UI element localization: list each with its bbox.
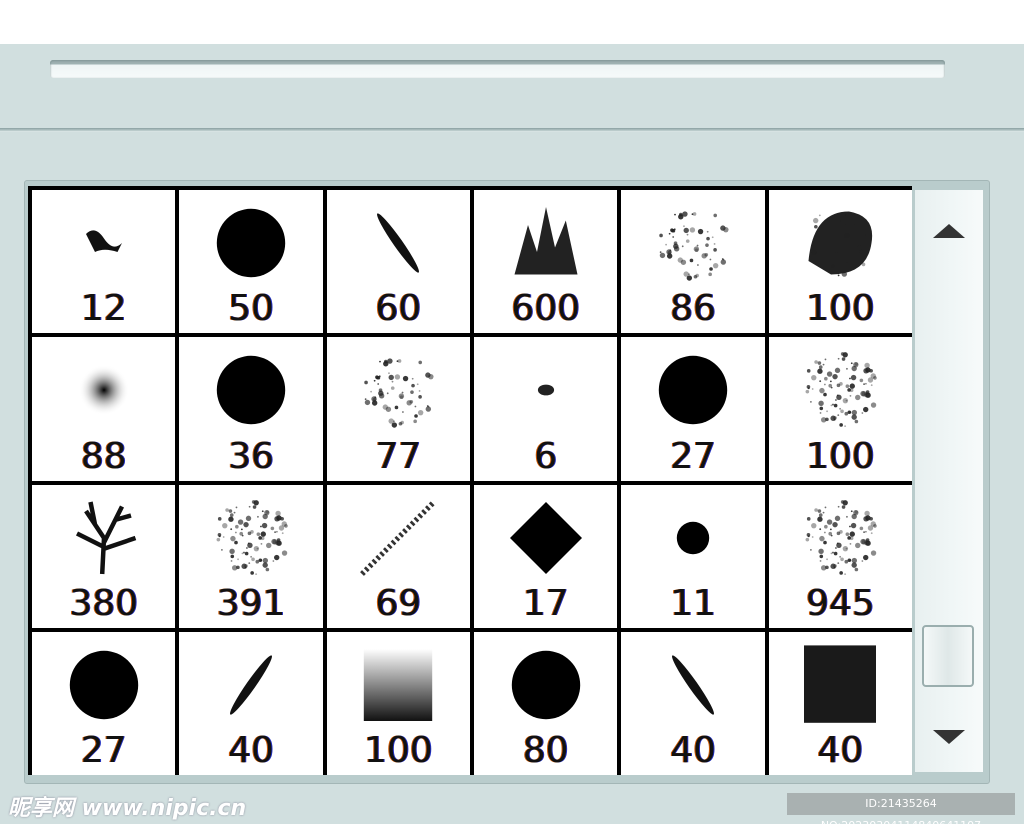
brush-tip-icon [377, 213, 420, 273]
brush-tip-icon [514, 207, 578, 275]
brush-preset[interactable]: 945 [768, 484, 912, 628]
brush-size: 80 [522, 730, 569, 771]
divider [0, 128, 1024, 132]
brush-size: 100 [805, 288, 875, 330]
watermark-id: ID:21435264 NO:20230304114840641107 [787, 793, 1015, 832]
brush-preset[interactable]: 27 [621, 337, 765, 481]
brush-tip-icon [804, 645, 877, 723]
brush-size: 600 [511, 288, 581, 330]
brush-preset[interactable]: 100 [326, 631, 470, 775]
brush-tip-icon [85, 230, 122, 252]
brush-size: 40 [670, 730, 716, 771]
brush-size: 945 [805, 582, 875, 624]
brush-preset[interactable]: 50 [179, 190, 323, 334]
brush-preset[interactable]: 88 [32, 337, 176, 481]
brush-tip-icon [658, 356, 728, 425]
brush-tip-icon [364, 648, 433, 721]
brush-size: 88 [80, 435, 127, 477]
brush-preset[interactable]: 12 [32, 190, 176, 334]
brush-tip-icon [509, 501, 582, 574]
brush-tip-icon [672, 655, 714, 715]
brush-tip-icon [75, 501, 136, 574]
brush-size: 27 [80, 730, 127, 771]
brush-preset[interactable]: 77 [326, 337, 470, 481]
brush-preset[interactable]: 40 [179, 631, 323, 775]
brush-preset[interactable]: 69 [326, 484, 470, 628]
brush-size: 86 [670, 288, 716, 330]
watermark: 昵享网 www.nipic.cn [8, 796, 247, 821]
brush-preset[interactable]: 11 [621, 484, 765, 628]
brush-size: 11 [670, 582, 716, 624]
brush-preset[interactable]: 100 [768, 190, 912, 334]
brush-tip-icon [805, 499, 878, 575]
arrow-down-icon[interactable] [933, 730, 965, 744]
brush-grid: 12 50 60 600 86 100 88 36 77 6 27 100 380 391 69 17 11 94… [28, 186, 912, 775]
scrollbar[interactable] [915, 190, 983, 772]
brush-tip-icon [230, 655, 272, 715]
brush-size: 391 [216, 582, 286, 624]
brush-tip-icon [808, 211, 873, 277]
brush-tip-icon [78, 365, 129, 416]
brush-size: 77 [375, 435, 422, 477]
brush-size: 50 [228, 288, 274, 330]
brush-tip-icon [511, 650, 580, 719]
scrollbar-thumb[interactable] [922, 625, 974, 687]
brush-size: 6 [534, 435, 558, 477]
brush-tip-icon [216, 356, 286, 425]
brush-tip-icon [364, 358, 434, 428]
size-slider[interactable] [50, 60, 945, 78]
brush-preset[interactable]: 100 [768, 337, 912, 481]
brush-size: 27 [670, 435, 716, 477]
brush-preset[interactable]: 600 [473, 190, 618, 334]
brush-preset[interactable]: 17 [473, 484, 618, 628]
brush-size: 17 [522, 582, 569, 624]
brush-tip-icon [537, 384, 554, 396]
brush-size: 40 [228, 730, 274, 771]
brush-tip-icon [216, 208, 286, 278]
brush-preset[interactable]: 60 [326, 190, 470, 334]
brush-size: 12 [80, 288, 127, 330]
brush-tip-icon [69, 650, 138, 719]
brush-preset[interactable]: 40 [621, 631, 765, 775]
brush-tip-icon [805, 352, 878, 428]
brush-preset[interactable]: 86 [621, 190, 765, 334]
brush-size: 60 [375, 288, 422, 330]
brush-size: 100 [363, 730, 433, 771]
brush-size: 36 [228, 435, 274, 477]
arrow-up-icon[interactable] [933, 224, 965, 238]
brush-size: 40 [817, 730, 864, 771]
brush-preset[interactable]: 380 [32, 484, 176, 628]
brush-preset[interactable]: 27 [32, 631, 176, 775]
brush-tip-icon [216, 499, 288, 575]
brush-preset[interactable]: 36 [179, 337, 323, 481]
brush-size: 69 [375, 582, 422, 624]
brush-tip-icon [659, 211, 729, 281]
brush-size: 100 [805, 435, 875, 477]
brush-preset[interactable]: 391 [179, 484, 323, 628]
brush-tip-icon [360, 499, 437, 576]
brush-tip-icon [676, 521, 710, 554]
brush-size: 380 [69, 582, 139, 624]
brush-preset[interactable]: 40 [768, 631, 912, 775]
brush-preset[interactable]: 6 [473, 337, 618, 481]
brush-preset[interactable]: 80 [473, 631, 618, 775]
